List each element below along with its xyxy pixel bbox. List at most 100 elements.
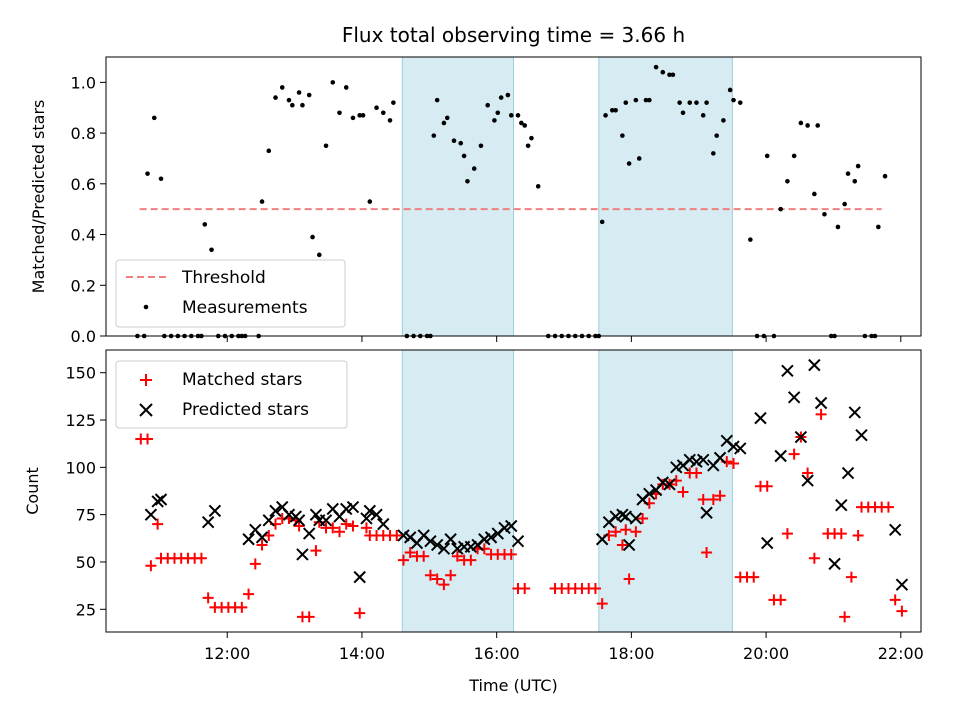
top-series bbox=[135, 64, 888, 339]
top-legend: Threshold Measurements bbox=[115, 259, 346, 328]
top-y-axis-label: Matched/Predicted stars bbox=[29, 100, 48, 294]
matched-stars-point bbox=[445, 569, 457, 581]
measurements-point bbox=[485, 102, 490, 108]
measurements-point bbox=[350, 115, 356, 121]
measurements-point bbox=[876, 224, 881, 230]
bottom-y-ticks: 25 50 75 100 125 150 bbox=[65, 364, 106, 619]
predicted-stars-point bbox=[801, 474, 814, 487]
measurements-point bbox=[670, 72, 676, 78]
predicted-stars-point bbox=[309, 508, 323, 521]
measurements-point bbox=[300, 102, 305, 108]
matched-stars-point bbox=[145, 560, 157, 572]
measurements-point bbox=[653, 64, 659, 70]
measurements-point bbox=[535, 184, 541, 189]
top-x-ticks bbox=[226, 336, 902, 342]
predicted-stars-point bbox=[643, 487, 656, 501]
predicted-stars-point bbox=[754, 411, 767, 425]
measurements-point bbox=[812, 191, 817, 197]
matched-stars-point bbox=[802, 467, 814, 479]
predicted-stars-point bbox=[151, 495, 164, 508]
measurements-point bbox=[529, 135, 534, 141]
matched-stars-point bbox=[424, 569, 436, 581]
predicted-stars-point bbox=[437, 542, 451, 555]
predicted-stars-point bbox=[595, 533, 609, 546]
matched-stars-point bbox=[728, 458, 740, 470]
measurements-point bbox=[677, 100, 682, 105]
top-axes-frame bbox=[105, 56, 922, 337]
legend-threshold-label: Threshold bbox=[181, 268, 266, 288]
matched-stars-point bbox=[889, 594, 901, 606]
x-tick-label: 20:00 bbox=[743, 644, 789, 663]
matched-stars-point bbox=[360, 522, 372, 534]
matched-stars-point bbox=[418, 550, 430, 562]
matched-stars-point bbox=[303, 611, 315, 623]
matched-stars-point bbox=[677, 486, 689, 498]
chart-title: Flux total observing time = 3.66 h bbox=[342, 23, 685, 47]
measurements-point bbox=[290, 102, 295, 108]
measurements-point bbox=[613, 107, 618, 113]
predicted-stars-point bbox=[697, 453, 710, 466]
measurements-point bbox=[700, 113, 706, 118]
bottom-axes-frame bbox=[105, 349, 922, 633]
predicted-stars-point bbox=[794, 430, 808, 444]
measurements-point bbox=[599, 219, 605, 225]
bottom-y-axis-label: Count bbox=[23, 467, 42, 515]
measurements-point bbox=[306, 92, 312, 98]
predicted-stars-point bbox=[855, 428, 868, 442]
measurements-point bbox=[279, 85, 285, 90]
predicted-stars-point bbox=[363, 504, 377, 518]
matched-stars-point bbox=[761, 480, 773, 492]
matched-stars-point bbox=[630, 526, 642, 538]
predicted-stars-point bbox=[814, 396, 828, 410]
predicted-stars-point bbox=[292, 514, 306, 527]
matched-stars-point bbox=[852, 529, 864, 541]
measurements-point bbox=[737, 100, 743, 105]
top-panel: 0.0 0.2 0.4 0.6 0.8 1.0 Flux total observing … bbox=[29, 23, 922, 346]
matched-stars-point bbox=[896, 605, 908, 617]
predicted-stars-point bbox=[302, 527, 316, 540]
matched-stars-point bbox=[333, 526, 345, 538]
matched-stars-point bbox=[697, 494, 709, 506]
matched-stars-point bbox=[788, 448, 800, 460]
measurements-point bbox=[380, 110, 386, 116]
top-y-tick-label: 1.0 bbox=[71, 73, 96, 92]
measurements-point bbox=[508, 113, 514, 118]
predicted-stars-point bbox=[774, 449, 787, 463]
measurements-point bbox=[711, 151, 716, 156]
measurements-point bbox=[367, 199, 373, 204]
matched-stars-point bbox=[505, 548, 517, 560]
legend-matched-swatch bbox=[140, 374, 152, 386]
measurements-point bbox=[458, 140, 464, 146]
measurements-point bbox=[855, 163, 861, 169]
measurements-point bbox=[785, 178, 790, 184]
measurements-point bbox=[791, 153, 797, 159]
predicted-stars-point bbox=[424, 534, 437, 548]
predicted-stars-point bbox=[242, 533, 255, 546]
x-tick-label: 14:00 bbox=[339, 644, 385, 663]
matched-stars-point bbox=[249, 558, 261, 570]
predicted-stars-point bbox=[616, 508, 629, 521]
matched-stars-point bbox=[152, 518, 164, 530]
measurements-point bbox=[360, 113, 366, 118]
matched-stars-point bbox=[714, 490, 726, 502]
measurements-point bbox=[714, 133, 719, 138]
measurements-point bbox=[660, 69, 666, 75]
predicted-stars-point bbox=[629, 512, 643, 525]
measurements-point bbox=[667, 72, 672, 78]
x-tick-label: 16:00 bbox=[474, 644, 520, 663]
bottom-shaded-interval-0 bbox=[401, 349, 515, 633]
matched-stars-point bbox=[431, 573, 443, 585]
matched-stars-point bbox=[142, 433, 154, 445]
bottom-shaded-intervals bbox=[401, 349, 733, 633]
matched-stars-point bbox=[347, 520, 359, 532]
matched-stars-point bbox=[465, 554, 477, 566]
bottom-panel: 25 50 75 100 125 150 12:00 14:00 16:00 18:00 20:0… bbox=[23, 349, 924, 695]
measurements-point bbox=[259, 199, 265, 204]
measurements-point bbox=[845, 171, 851, 176]
predicted-stars-point bbox=[353, 570, 366, 584]
measurements-point bbox=[498, 95, 504, 100]
predicted-stars-point bbox=[511, 534, 525, 548]
predicted-stars-point bbox=[835, 498, 848, 512]
measurements-point bbox=[337, 110, 342, 116]
measurements-point bbox=[626, 161, 632, 166]
